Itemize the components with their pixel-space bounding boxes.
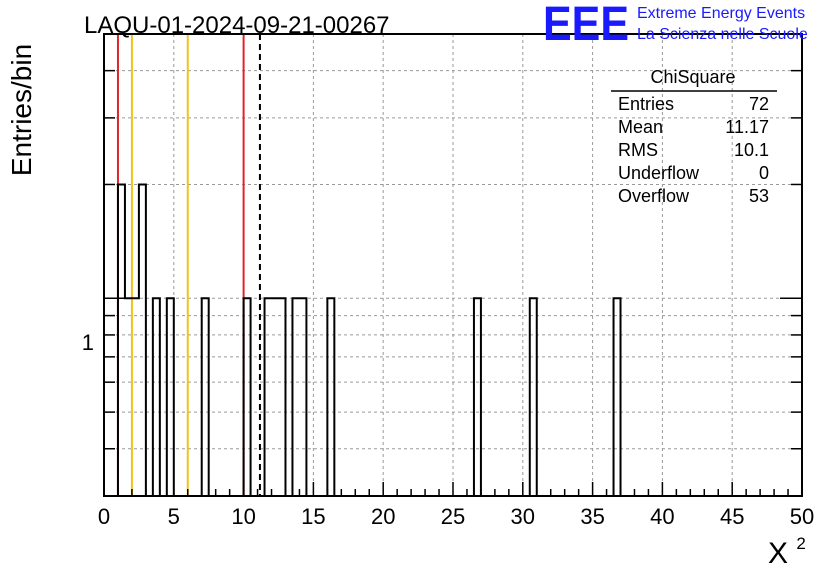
stats-label-rms: RMS [618,140,658,160]
x-tick-label: 35 [580,504,604,529]
x-tick-label: 40 [650,504,674,529]
stats-title: ChiSquare [650,67,735,87]
stats-value-mean: 11.17 [725,117,769,137]
x-axis-label-base: X [768,537,788,570]
y-axis-label: Entries/bin [6,44,37,176]
eee-logo-line1: Extreme Energy Events [637,5,805,22]
stats-box: ChiSquare Entries 72 Mean 11.17 RMS 10.1… [611,67,777,206]
x-axis-label: X 2 [768,534,806,570]
x-axis-label-superscript: 2 [796,534,805,553]
eee-logo-line2: La Scienza nelle Scuole [637,26,808,43]
stats-label-mean: Mean [618,117,663,137]
x-tick-label: 25 [441,504,465,529]
x-tick-label: 0 [98,504,110,529]
x-tick-label: 20 [371,504,395,529]
stats-value-entries: 72 [749,94,769,114]
eee-logo-text: EEE [543,0,629,51]
eee-logo: EEE Extreme Energy Events La Scienza nel… [543,0,808,51]
x-tick-label: 50 [790,504,814,529]
stats-label-overflow: Overflow [618,186,690,206]
stats-label-underflow: Underflow [618,163,700,183]
axes [103,33,803,497]
grid-lines [104,34,802,496]
y-tick-label-1: 1 [82,330,94,355]
x-tick-label: 5 [168,504,180,529]
stats-value-overflow: 53 [749,186,769,206]
x-tick-label: 45 [720,504,744,529]
stats-value-rms: 10.1 [734,140,769,160]
x-tick-label: 10 [231,504,255,529]
stats-value-underflow: 0 [759,163,769,183]
chart-title: LAQU-01-2024-09-21-00267 [84,12,390,39]
x-tick-label: 30 [511,504,535,529]
x-tick-labels: 0 5 10 15 20 25 30 35 40 45 50 [98,504,814,529]
stats-label-entries: Entries [618,94,674,114]
x-tick-label: 15 [301,504,325,529]
